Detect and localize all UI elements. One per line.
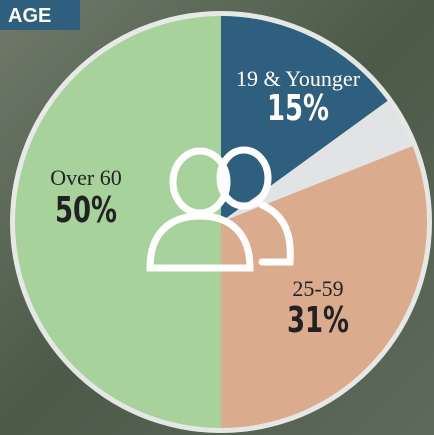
category-label: 25-59 [292, 276, 343, 301]
value-label: 15% [267, 88, 329, 129]
value-label: 31% [287, 300, 349, 341]
chart: 19 & Younger15%25-5931%Over 6050% AGE [0, 0, 434, 435]
page: 19 & Younger15%25-5931%Over 6050% AGE ((… [0, 0, 434, 435]
category-label: Over 60 [50, 165, 121, 190]
value-label: 50% [55, 190, 117, 231]
chart-title: AGE [8, 5, 51, 27]
